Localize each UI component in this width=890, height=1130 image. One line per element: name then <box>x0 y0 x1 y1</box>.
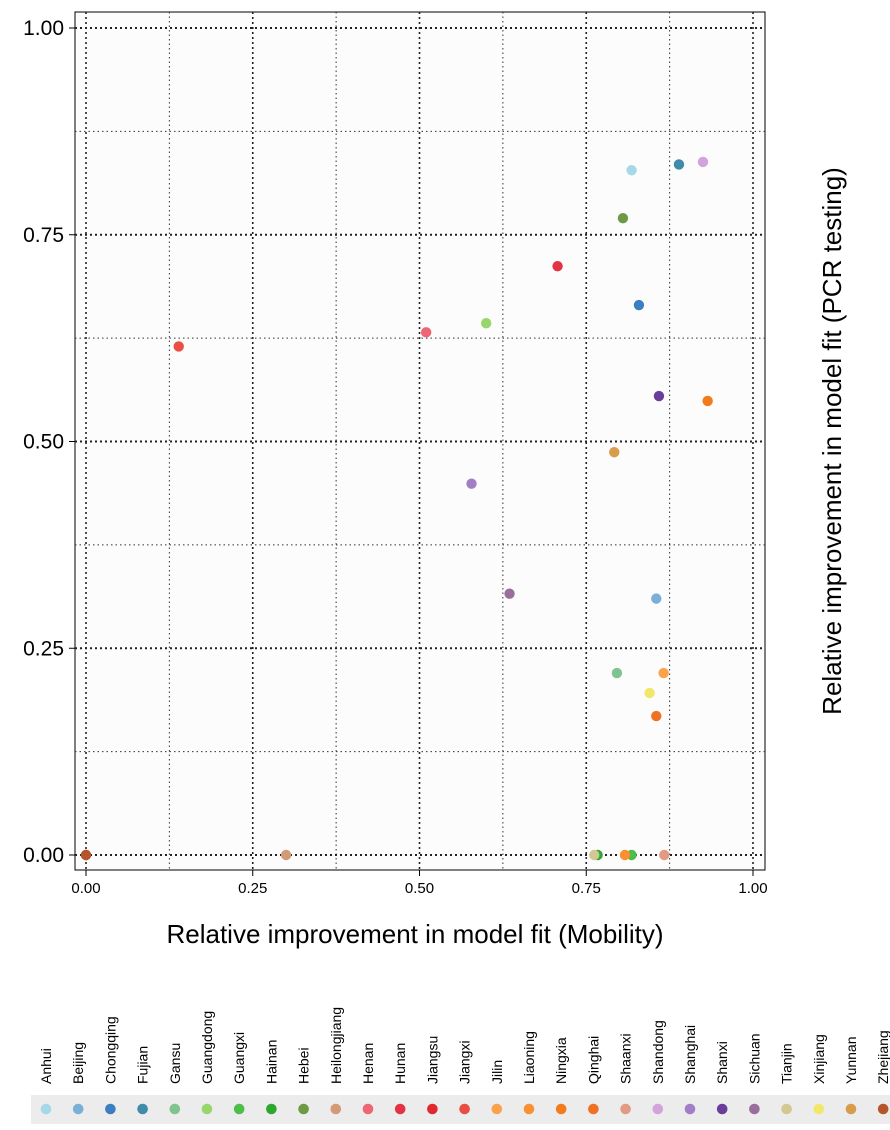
legend-swatch-yunnan <box>845 1103 857 1115</box>
data-points <box>80 156 713 861</box>
data-point-beijing <box>651 593 662 604</box>
legend-label: Sichuan <box>746 1033 762 1084</box>
legend-label: Liaoning <box>521 1031 537 1084</box>
legend-label: Shanghai <box>682 1025 698 1084</box>
data-point-shaanxi <box>659 849 670 861</box>
legend-swatch-jiangxi <box>459 1103 470 1115</box>
x-tick-label: 0.25 <box>238 880 267 897</box>
grid-lines <box>75 12 765 870</box>
legend-swatch-hebei <box>298 1103 309 1115</box>
legend-swatch-heilongjiang <box>330 1103 342 1115</box>
data-point-hebei <box>617 213 629 224</box>
legend-swatch-hainan <box>266 1103 277 1115</box>
legend-swatch-jilin <box>491 1103 503 1115</box>
data-point-anhui <box>626 165 637 176</box>
data-point-zhejiang <box>80 849 92 861</box>
data-point-hunan <box>552 260 563 272</box>
axes: 0.00 0.25 0.50 0.75 1.00 0.00 0.25 0.50 0.75 1.00 <box>23 17 767 897</box>
legend-swatch-henan <box>362 1103 374 1115</box>
legend-label: Beijing <box>70 1042 86 1084</box>
legend-swatch-shanxi <box>716 1103 728 1115</box>
legend-swatch-gansu <box>169 1103 181 1115</box>
legend-label: Qinghai <box>585 1036 601 1084</box>
legend-label: Hebei <box>296 1047 312 1084</box>
y-tick-label: 0.75 <box>23 224 64 247</box>
data-point-liaoning <box>619 849 631 861</box>
legend-swatch-xinjiang <box>813 1103 825 1115</box>
x-tick-label: 1.00 <box>738 880 767 897</box>
legend-label: Ningxia <box>553 1037 569 1084</box>
legend-label: Henan <box>360 1043 376 1084</box>
data-point-chongqing <box>633 299 645 311</box>
data-point-qinghai <box>651 710 662 722</box>
data-point-ningxia <box>702 395 713 407</box>
legend-label: Zhejiang <box>875 1030 890 1084</box>
legend-label: Jiangsu <box>424 1036 440 1084</box>
legend-swatch-guangxi <box>233 1103 245 1115</box>
legend-swatch-anhui <box>40 1103 52 1115</box>
legend-label: Hunan <box>392 1043 408 1084</box>
x-axis-label: Relative improvement in model fit (Mobil… <box>166 919 663 949</box>
legend-label: Guangdong <box>199 1011 215 1084</box>
legend-label: Heilongjiang <box>328 1007 344 1084</box>
y-tick-label: 1.00 <box>23 17 64 40</box>
legend-swatch-qinghai <box>588 1103 599 1115</box>
data-point-gansu <box>611 667 623 679</box>
legend-swatch-jiangsu <box>427 1103 438 1115</box>
legend: Anhui Beijing Chongqing Fujian Gansu Guangdon… <box>31 1007 890 1124</box>
legend-swatch-fujian <box>137 1103 148 1115</box>
legend-swatch-liaoning <box>523 1103 535 1115</box>
legend-swatch-beijing <box>72 1103 84 1115</box>
data-point-guangdong <box>481 318 492 329</box>
data-point-xinjiang <box>644 687 655 699</box>
legend-swatch-ningxia <box>555 1103 567 1115</box>
data-point-yunnan <box>609 447 620 458</box>
data-point-jiangxi <box>173 341 184 352</box>
legend-label: Jiangxi <box>457 1040 473 1084</box>
legend-label: Xinjiang <box>811 1034 827 1084</box>
legend-swatch-hunan <box>394 1103 406 1115</box>
legend-swatch-sichuan <box>749 1103 760 1115</box>
data-point-shandong <box>697 156 709 168</box>
legend-label: Yunnan <box>843 1037 859 1085</box>
legend-label: Anhui <box>38 1048 54 1084</box>
legend-label: Shaanxi <box>618 1033 634 1084</box>
legend-swatch-shanghai <box>684 1103 696 1115</box>
x-tick-label: 0.75 <box>572 880 601 897</box>
legend-label: Tianjin <box>779 1043 795 1084</box>
legend-label: Hainan <box>263 1040 279 1084</box>
legend-label: Jilin <box>489 1060 505 1084</box>
y-axis-label: Relative improvement in model fit (PCR t… <box>817 167 847 715</box>
data-point-shanghai <box>466 478 477 489</box>
x-tick-label: 0.50 <box>405 880 434 897</box>
legend-label: Guangxi <box>231 1032 247 1084</box>
legend-label: Shanxi <box>714 1041 730 1084</box>
legend-swatch-guangdong <box>201 1103 213 1115</box>
legend-swatch-shaanxi <box>620 1103 631 1115</box>
data-point-tianjin <box>589 849 600 861</box>
x-tick-label: 0.00 <box>71 880 100 897</box>
legend-label: Gansu <box>167 1043 183 1084</box>
y-tick-label: 0.50 <box>23 431 64 454</box>
legend-label: Fujian <box>135 1046 151 1084</box>
y-tick-label: 0.25 <box>23 637 64 660</box>
data-point-henan <box>420 327 432 338</box>
data-point-sichuan <box>504 588 515 599</box>
legend-label: Shandong <box>650 1020 666 1084</box>
scatter-chart: 0.00 0.25 0.50 0.75 1.00 0.00 0.25 0.50 0.75 1.00… <box>23 11 847 949</box>
legend-label: Chongqing <box>102 1016 118 1084</box>
legend-swatch-chongqing <box>105 1103 116 1115</box>
data-point-fujian <box>673 159 685 170</box>
data-point-jilin <box>658 667 669 679</box>
data-point-heilongjiang <box>280 849 292 861</box>
legend-swatch-zhejiang <box>877 1103 889 1115</box>
data-point-shanxi <box>653 390 665 402</box>
legend-swatch-tianjin <box>781 1103 792 1115</box>
y-tick-label: 0.00 <box>23 844 64 867</box>
legend-swatch-shandong <box>652 1103 664 1115</box>
